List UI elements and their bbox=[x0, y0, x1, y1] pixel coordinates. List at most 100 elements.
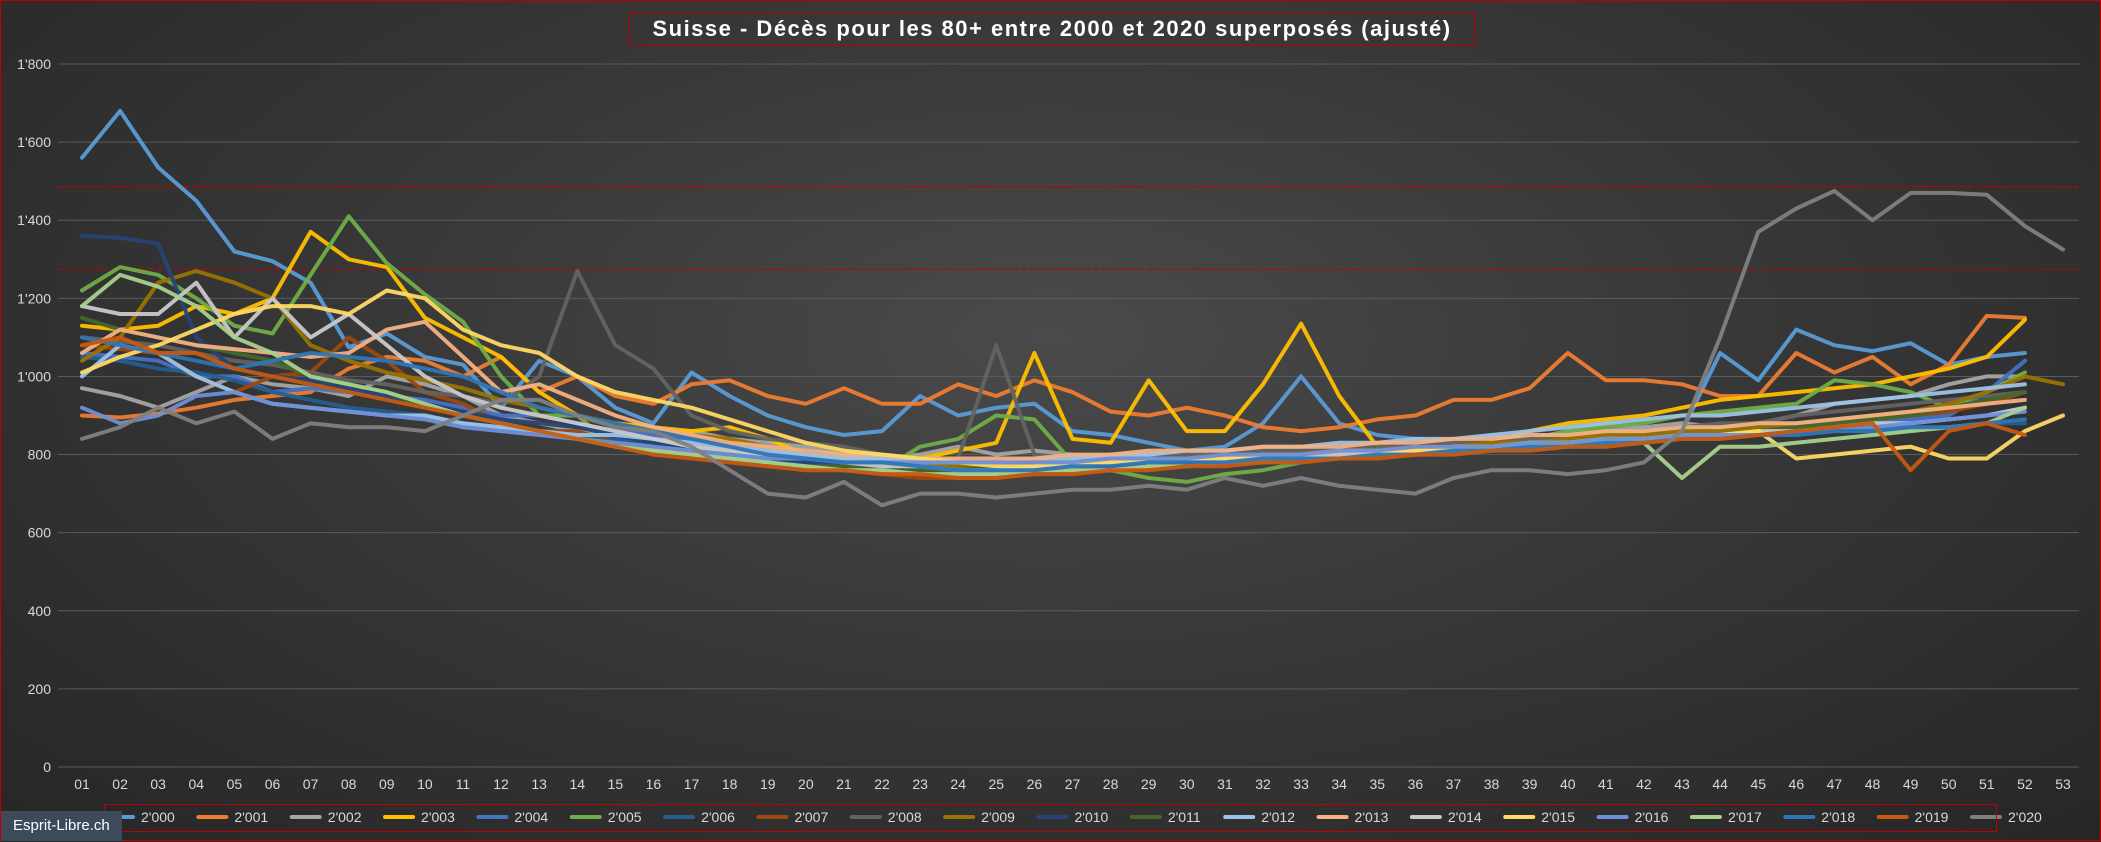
legend-label: 2'001 bbox=[234, 809, 268, 825]
legend-label: 2'020 bbox=[2008, 809, 2042, 825]
legend-label: 2'013 bbox=[1355, 809, 1389, 825]
legend-label: 2'002 bbox=[328, 809, 362, 825]
gridlines bbox=[58, 63, 2079, 768]
x-tick-label: 45 bbox=[1750, 776, 1766, 792]
legend-label: 2'007 bbox=[794, 809, 828, 825]
x-tick-label: 18 bbox=[722, 776, 738, 792]
y-tick-label: 200 bbox=[28, 681, 52, 697]
chart-title: Suisse - Décès pour les 80+ entre 2000 e… bbox=[652, 16, 1452, 41]
legend-label: 2'009 bbox=[981, 809, 1015, 825]
legend-label: 2'011 bbox=[1168, 809, 1201, 825]
x-tick-label: 16 bbox=[646, 776, 662, 792]
legend-label: 2'018 bbox=[1821, 809, 1855, 825]
x-tick-label: 25 bbox=[989, 776, 1005, 792]
y-axis-ticks: 0 200 400 600 800 1'000 1'200 1'400 1'600 1'800 bbox=[17, 56, 51, 775]
x-tick-label: 35 bbox=[1369, 776, 1385, 792]
legend-label: 2'017 bbox=[1728, 809, 1762, 825]
y-tick-label: 0 bbox=[43, 759, 51, 775]
legend-label: 2'008 bbox=[888, 809, 922, 825]
x-tick-label: 40 bbox=[1560, 776, 1576, 792]
x-tick-label: 32 bbox=[1255, 776, 1271, 792]
x-tick-label: 10 bbox=[417, 776, 433, 792]
y-tick-label: 1'400 bbox=[17, 212, 51, 228]
y-tick-label: 1'600 bbox=[17, 134, 51, 150]
x-tick-label: 28 bbox=[1103, 776, 1119, 792]
x-tick-label: 48 bbox=[1865, 776, 1881, 792]
legend: 2'000 2'001 2'002 2'003 2'004 2'005 2'006 2'007… bbox=[103, 809, 2042, 825]
x-tick-label: 33 bbox=[1293, 776, 1309, 792]
x-tick-label: 15 bbox=[608, 776, 624, 792]
watermark: Esprit-Libre.ch bbox=[1, 811, 122, 841]
x-tick-label: 27 bbox=[1065, 776, 1081, 792]
x-tick-label: 13 bbox=[531, 776, 547, 792]
x-tick-label: 50 bbox=[1941, 776, 1957, 792]
legend-label: 2'010 bbox=[1075, 809, 1109, 825]
x-tick-label: 37 bbox=[1446, 776, 1462, 792]
y-tick-label: 1'800 bbox=[17, 56, 51, 72]
y-tick-label: 800 bbox=[28, 447, 52, 463]
series-line bbox=[80, 188, 2065, 508]
y-tick-label: 400 bbox=[28, 603, 52, 619]
x-tick-label: 43 bbox=[1674, 776, 1690, 792]
y-tick-label: 600 bbox=[28, 525, 52, 541]
y-tick-label: 1'000 bbox=[17, 368, 51, 384]
series-line bbox=[80, 319, 2027, 461]
x-tick-label: 53 bbox=[2055, 776, 2071, 792]
x-tick-label: 47 bbox=[1827, 776, 1843, 792]
x-tick-label: 08 bbox=[341, 776, 357, 792]
x-tick-label: 14 bbox=[569, 776, 585, 792]
x-tick-label: 04 bbox=[188, 776, 204, 792]
x-tick-label: 11 bbox=[456, 776, 471, 792]
reference-lines bbox=[58, 186, 2079, 270]
x-tick-label: 05 bbox=[227, 776, 243, 792]
x-tick-label: 41 bbox=[1598, 776, 1614, 792]
x-tick-label: 12 bbox=[493, 776, 509, 792]
y-tick-label: 1'200 bbox=[17, 290, 51, 306]
legend-label: 2'015 bbox=[1541, 809, 1575, 825]
legend-label: 2'014 bbox=[1448, 809, 1482, 825]
x-tick-label: 38 bbox=[1484, 776, 1500, 792]
legend-label: 2'019 bbox=[1915, 809, 1949, 825]
x-tick-label: 20 bbox=[798, 776, 814, 792]
x-tick-label: 30 bbox=[1179, 776, 1195, 792]
x-tick-label: 17 bbox=[684, 776, 700, 792]
x-tick-label: 21 bbox=[836, 776, 852, 792]
x-tick-label: 42 bbox=[1636, 776, 1652, 792]
legend-label: 2'000 bbox=[141, 809, 175, 825]
legend-label: 2'005 bbox=[608, 809, 642, 825]
legend-label: 2'006 bbox=[701, 809, 735, 825]
x-tick-label: 03 bbox=[150, 776, 166, 792]
series-lines bbox=[80, 108, 2065, 508]
x-tick-label: 24 bbox=[950, 776, 966, 792]
x-tick-label: 19 bbox=[760, 776, 776, 792]
legend-label: 2'004 bbox=[514, 809, 548, 825]
x-tick-label: 34 bbox=[1331, 776, 1347, 792]
x-tick-label: 23 bbox=[912, 776, 928, 792]
x-tick-label: 01 bbox=[74, 776, 90, 792]
x-tick-label: 49 bbox=[1903, 776, 1919, 792]
x-tick-label: 31 bbox=[1217, 776, 1233, 792]
x-tick-label: 07 bbox=[303, 776, 319, 792]
x-tick-label: 51 bbox=[1979, 776, 1995, 792]
x-tick-label: 44 bbox=[1712, 776, 1728, 792]
series-line bbox=[80, 335, 2027, 480]
chart-title-box: Suisse - Décès pour les 80+ entre 2000 e… bbox=[629, 12, 1475, 46]
x-tick-label: 22 bbox=[874, 776, 890, 792]
x-axis-ticks: 01 02 03 04 05 06 07 08 09 10 11 12 13 14 15 16 17 18 19 20… bbox=[74, 776, 2071, 792]
x-tick-label: 09 bbox=[379, 776, 395, 792]
series-line bbox=[80, 214, 2027, 484]
x-tick-label: 52 bbox=[2017, 776, 2033, 792]
x-tick-label: 26 bbox=[1027, 776, 1043, 792]
x-tick-label: 36 bbox=[1408, 776, 1424, 792]
x-tick-label: 02 bbox=[112, 776, 128, 792]
x-tick-label: 46 bbox=[1789, 776, 1805, 792]
legend-box bbox=[104, 804, 1997, 832]
legend-label: 2'016 bbox=[1635, 809, 1669, 825]
legend-label: 2'012 bbox=[1261, 809, 1295, 825]
x-tick-label: 39 bbox=[1522, 776, 1538, 792]
x-tick-label: 29 bbox=[1141, 776, 1157, 792]
series-line bbox=[80, 390, 2027, 465]
x-tick-label: 06 bbox=[265, 776, 281, 792]
